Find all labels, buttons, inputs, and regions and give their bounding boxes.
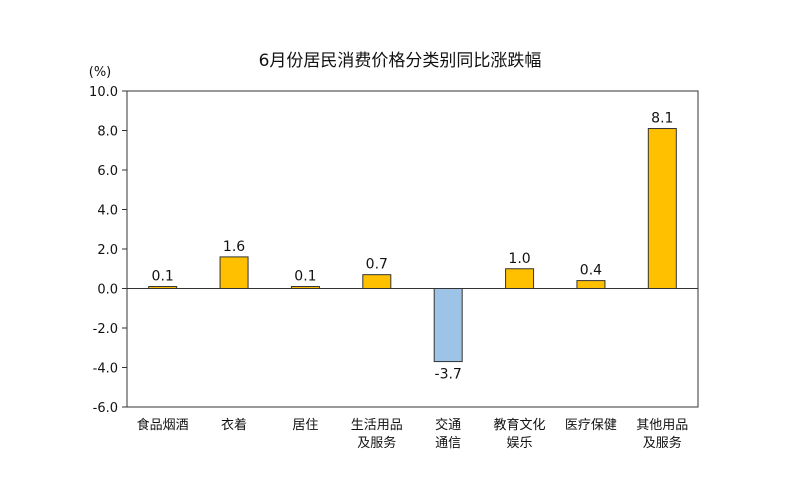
data-label: 1.0 [508,251,530,267]
chart-title: 6月份居民消费价格分类别同比涨跌幅 [258,51,542,71]
bar [148,286,178,289]
bar [290,286,320,289]
x-category-label: 医疗保健 [565,418,617,433]
bar [647,128,677,289]
x-category-label: 食品烟酒 [137,417,189,433]
x-category-label: 居住 [292,418,318,433]
x-category-label: 通信 [435,436,461,451]
x-category-label: 其他用品 [636,418,688,433]
y-tick-label: -6.0 [93,401,118,416]
y-axis-unit-label: (%) [89,65,112,80]
bar [362,274,392,289]
x-category-label: 教育文化 [494,417,546,433]
bar [505,268,535,289]
y-tick-label: -4.0 [93,362,118,377]
y-tick-label: 8.0 [97,125,118,140]
y-tick-label: 2.0 [97,243,118,258]
data-label: 0.7 [366,257,388,273]
y-tick-label: 10.0 [89,85,118,100]
y-tick-label: 4.0 [97,204,118,219]
y-tick-label: 6.0 [97,164,118,179]
x-category-label: 及服务 [643,435,682,451]
x-category-label: 娱乐 [507,436,533,451]
data-label: -3.7 [435,367,462,383]
bar [219,256,249,289]
y-tick-label: 0.0 [97,283,118,298]
x-category-label: 生活用品 [351,418,403,433]
x-category-label: 交通 [435,417,461,433]
plot-frame [126,90,699,408]
data-label: 0.1 [294,269,316,285]
bar [433,288,463,363]
x-category-label: 及服务 [357,435,396,451]
data-label: 8.1 [651,111,673,127]
data-label: 0.4 [580,263,602,279]
x-category-label: 衣着 [221,417,247,433]
data-label: 0.1 [152,269,174,285]
y-tick-label: -2.0 [93,322,118,337]
bar [576,280,606,290]
data-label: 1.6 [223,239,245,255]
